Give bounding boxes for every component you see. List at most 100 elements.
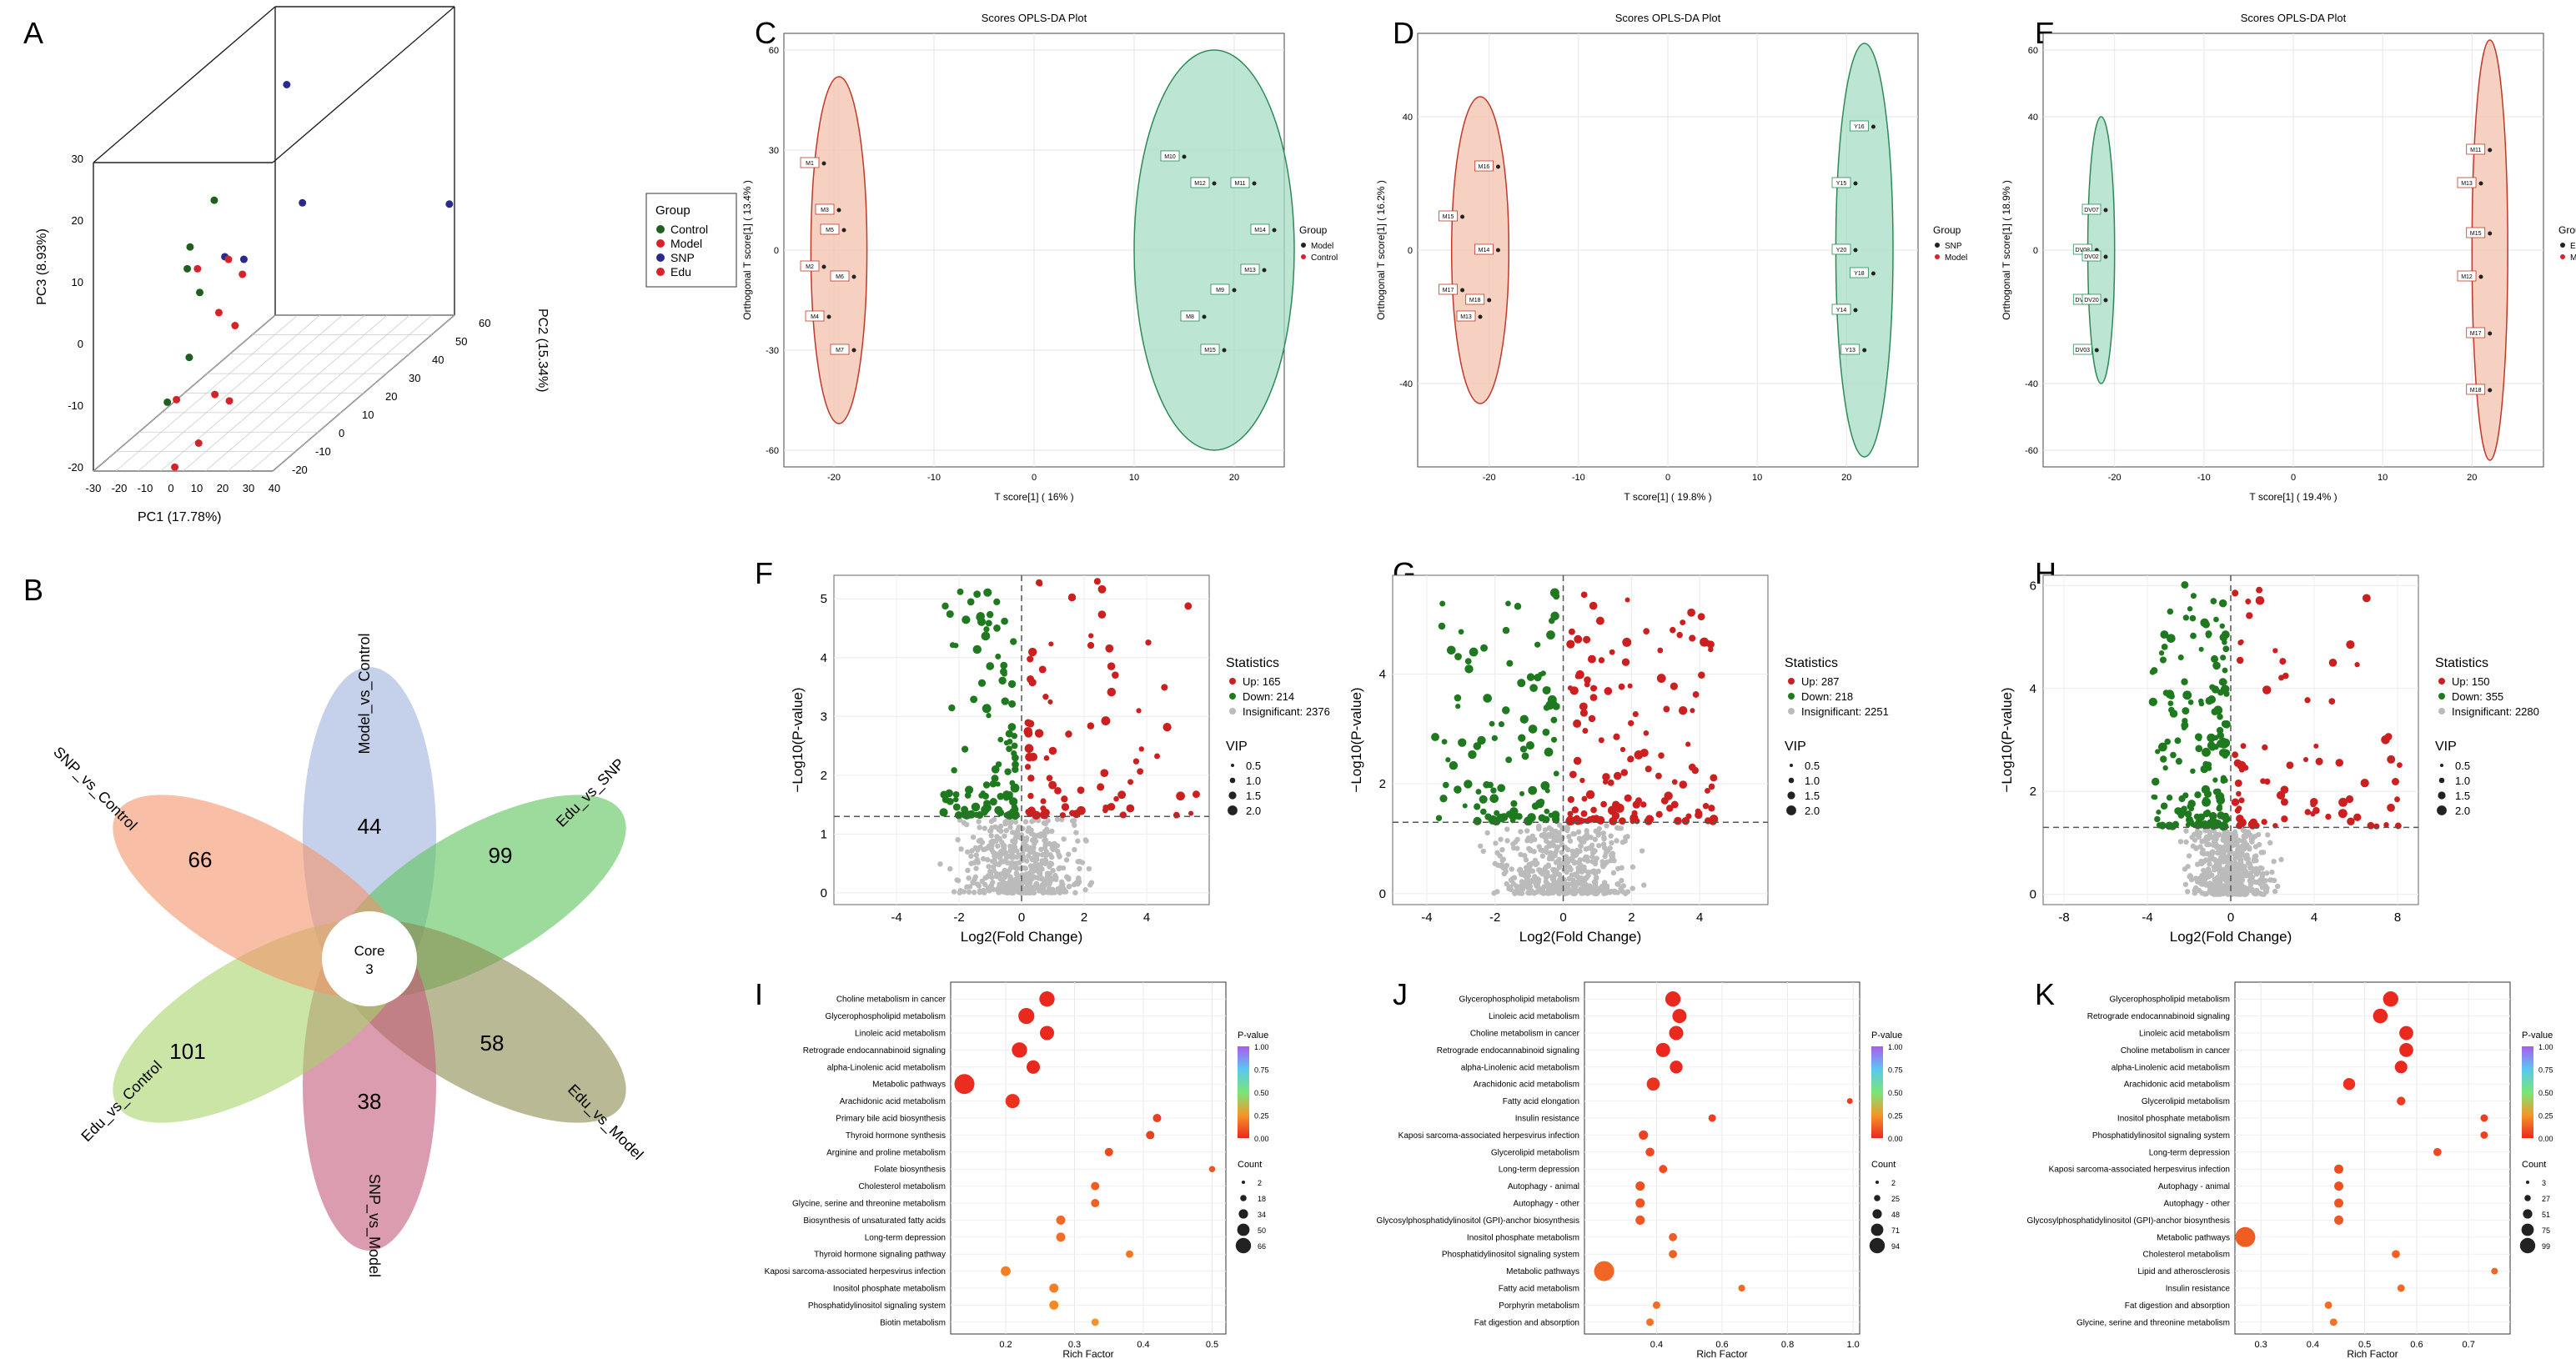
down-point	[1445, 757, 1451, 763]
pathway-label: Arachidonic acid metabolism	[840, 1097, 946, 1106]
insignificant-point	[1588, 835, 1594, 840]
down-point	[1468, 750, 1477, 760]
up-point	[1627, 683, 1633, 689]
down-point	[1010, 810, 1020, 820]
y-tick-label: 20	[385, 390, 397, 403]
point-label-box	[1160, 150, 1180, 162]
pathway-label: Choline metabolism in cancer	[836, 995, 947, 1005]
insignificant-point	[1032, 832, 1037, 838]
insignificant-point	[990, 838, 996, 844]
down-point	[1004, 768, 1012, 775]
up-point	[1097, 584, 1107, 594]
insignificant-point	[2216, 865, 2222, 870]
up-point	[1162, 723, 1172, 732]
up-point	[1708, 646, 1714, 653]
down-point	[1534, 641, 1541, 648]
insignificant-point	[1556, 822, 1563, 828]
point-label: M13	[2461, 181, 2473, 187]
down-point	[2207, 733, 2216, 743]
insignificant-point	[1600, 887, 1607, 893]
insignificant-point	[2236, 852, 2242, 858]
up-point	[1632, 710, 1639, 718]
point-label: M10	[1164, 154, 1176, 160]
down-point	[995, 653, 1002, 659]
down-point	[965, 785, 974, 795]
x-tick-label: 8	[2394, 910, 2401, 925]
insignificant-point	[1047, 852, 1053, 858]
up-point	[1076, 805, 1086, 815]
x-tick-label: -10	[927, 473, 941, 483]
down-point	[986, 713, 992, 719]
up-point	[1054, 786, 1062, 795]
point-label: M18	[2470, 388, 2482, 394]
insignificant-point	[1039, 875, 1045, 881]
insignificant-point	[999, 840, 1005, 845]
insignificant-point	[1562, 890, 1569, 896]
colorbar-tick: 0.00	[1888, 1135, 1903, 1143]
down-point	[952, 803, 961, 811]
insignificant-point	[1504, 838, 1510, 844]
x-tick-label: -4	[1421, 910, 1432, 925]
point-label-box	[1831, 177, 1851, 188]
y-tick-label: 4	[821, 651, 827, 665]
insignificant-point	[2274, 883, 2281, 890]
score-point	[1853, 181, 1858, 186]
legend-marker	[1788, 708, 1795, 715]
up-point	[1105, 644, 1114, 653]
insignificant-point	[1031, 845, 1037, 851]
insignificant-point	[2267, 877, 2273, 883]
score-point	[821, 264, 826, 269]
up-point	[1027, 775, 1035, 782]
down-point	[1010, 783, 1020, 793]
down-point	[2222, 667, 2228, 674]
x-tick-label: 0	[1032, 473, 1037, 483]
up-point	[1628, 720, 1634, 727]
x-tick-label: 4	[2311, 910, 2317, 925]
insignificant-point	[1001, 859, 1007, 865]
insignificant-point	[1022, 846, 1028, 852]
up-point	[1027, 806, 1036, 815]
insignificant-point	[1596, 830, 1602, 837]
point-label: Y15	[1836, 181, 1847, 187]
down-point	[2168, 693, 2175, 700]
x-tick-label: 10	[1752, 473, 1762, 483]
pathway-label: Biotin metabolism	[880, 1318, 946, 1327]
legend-marker	[2438, 678, 2445, 685]
opls-da-plot-C: -20 -10 0 10 20 -60 -30 0 30 60 Scores OPLS-DA Plo…	[741, 12, 1338, 503]
up-point	[1574, 673, 1581, 680]
down-point	[1506, 659, 1514, 667]
point-label: M13	[1244, 268, 1256, 273]
vip-label: 0.5	[1805, 760, 1820, 772]
down-point	[981, 808, 988, 816]
up-point	[1579, 709, 1588, 717]
up-point	[1590, 806, 1597, 814]
insignificant-point	[955, 877, 962, 884]
point-label: M15	[1204, 348, 1216, 354]
up-point	[1600, 800, 1607, 808]
down-point	[2195, 745, 2203, 753]
insignificant-point	[972, 874, 979, 880]
insignificant-point	[1531, 876, 1537, 882]
up-point	[2337, 809, 2348, 819]
score-point	[841, 228, 846, 233]
x-tick-label: 10	[191, 482, 203, 494]
insignificant-point	[1519, 890, 1525, 896]
insignificant-point	[2186, 853, 2192, 859]
up-point	[1112, 671, 1119, 679]
insignificant-point	[1003, 827, 1009, 834]
down-point	[1540, 780, 1550, 790]
insignificant-point	[2192, 837, 2198, 843]
legend-title: Group	[2558, 224, 2576, 236]
insignificant-point	[2265, 832, 2271, 838]
up-point	[1704, 787, 1710, 794]
down-point	[2175, 758, 2182, 765]
point-label-box	[800, 260, 820, 272]
pathway-bubble	[2334, 1164, 2344, 1174]
pathway-bubble	[2480, 1114, 2488, 1122]
up-point	[1100, 769, 1109, 778]
point-label: M17	[1443, 288, 1454, 293]
insignificant-point	[1042, 820, 1049, 827]
up-point	[2346, 639, 2355, 649]
insignificant-point	[1034, 856, 1040, 862]
insignificant-point	[1569, 872, 1574, 878]
